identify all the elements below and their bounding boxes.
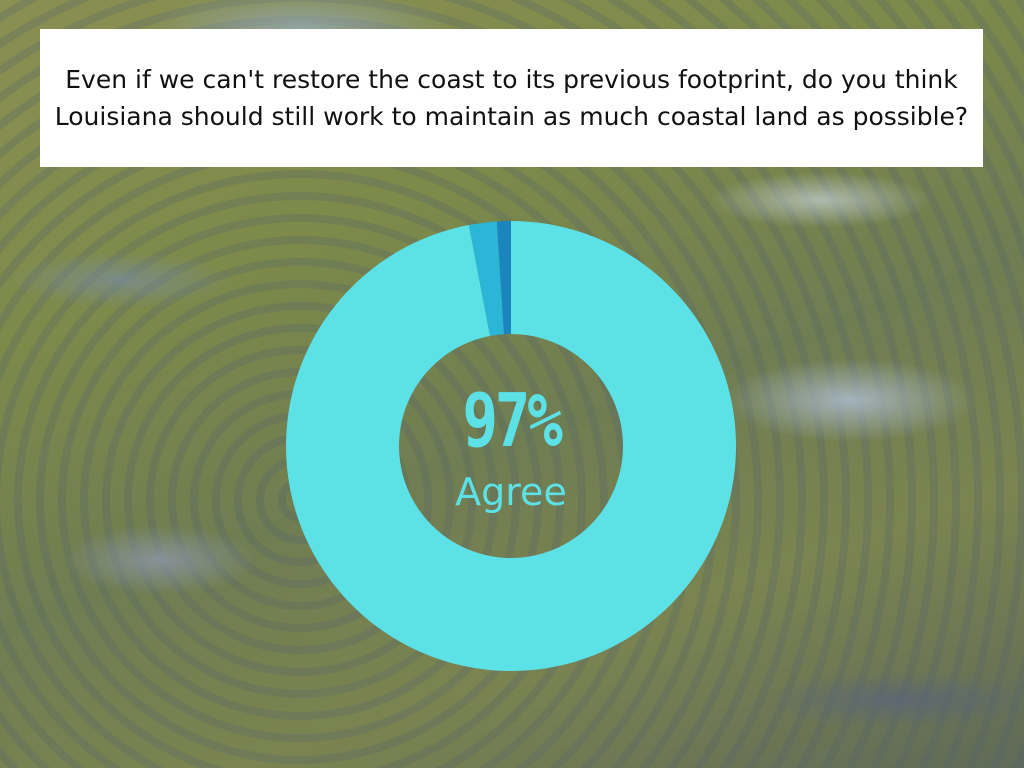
donut-slice-1 xyxy=(468,221,504,336)
donut-slice-2 xyxy=(496,221,511,335)
donut-slice-agree xyxy=(285,221,736,671)
question-box: Even if we can't restore the coast to it… xyxy=(40,29,983,167)
center-value: 97% xyxy=(462,378,563,464)
question-title: Even if we can't restore the coast to it… xyxy=(54,65,969,131)
center-label: Agree xyxy=(455,470,567,514)
